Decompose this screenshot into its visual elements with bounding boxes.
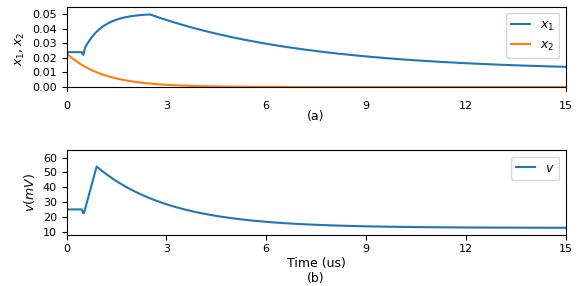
$x_1$ xyxy=(562,65,569,69)
$x_2$ xyxy=(387,85,394,89)
$x_2$ xyxy=(562,85,569,89)
Text: (b): (b) xyxy=(307,272,325,285)
X-axis label: Time (us): Time (us) xyxy=(287,257,346,270)
Line: $x_1$: $x_1$ xyxy=(67,14,566,67)
$x_1$ xyxy=(146,13,153,16)
Y-axis label: $x_1, x_2$: $x_1, x_2$ xyxy=(13,32,27,66)
$v$ xyxy=(154,199,161,203)
$x_2$ xyxy=(254,85,261,89)
$v$ xyxy=(387,225,394,229)
$x_2$ xyxy=(154,82,161,86)
$x_1$ xyxy=(362,55,369,58)
Line: $x_2$: $x_2$ xyxy=(67,53,566,87)
$x_2$ xyxy=(473,85,480,89)
Y-axis label: $v(mV)$: $v(mV)$ xyxy=(22,173,37,212)
Legend: $x_1$, $x_2$: $x_1$, $x_2$ xyxy=(506,13,559,58)
$x_1$ xyxy=(473,62,480,65)
$x_1$ xyxy=(387,57,394,60)
$v$ xyxy=(93,165,100,168)
$v$ xyxy=(254,219,261,223)
$v$ xyxy=(362,225,369,228)
$x_2$ xyxy=(436,85,443,89)
Line: $v$: $v$ xyxy=(67,166,566,228)
$v$ xyxy=(436,226,443,229)
Text: (a): (a) xyxy=(307,110,325,123)
$x_1$ xyxy=(436,60,443,63)
Legend: $v$: $v$ xyxy=(511,156,559,180)
$v$ xyxy=(473,226,480,229)
$x_2$ xyxy=(362,85,369,89)
$v$ xyxy=(562,226,569,229)
$x_1$ xyxy=(254,40,261,44)
$v$ xyxy=(63,208,70,211)
$x_1$ xyxy=(154,15,161,19)
$x_2$ xyxy=(63,52,70,55)
$x_1$ xyxy=(63,50,70,54)
